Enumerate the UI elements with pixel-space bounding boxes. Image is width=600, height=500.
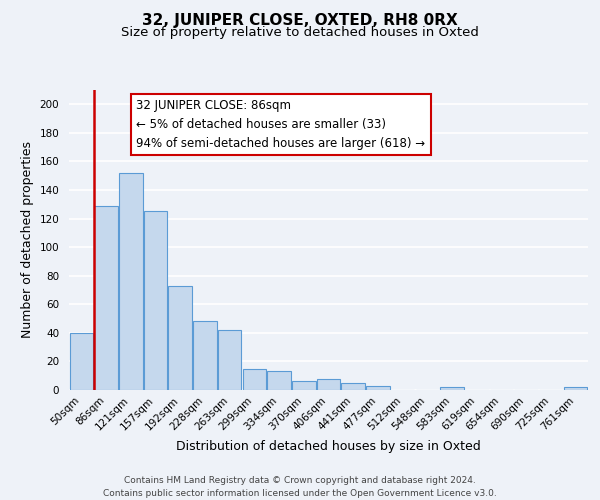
- Bar: [341, 383, 365, 390]
- Text: 32 JUNIPER CLOSE: 86sqm
← 5% of detached houses are smaller (33)
94% of semi-det: 32 JUNIPER CLOSE: 86sqm ← 5% of detached…: [136, 99, 425, 150]
- Text: Contains HM Land Registry data © Crown copyright and database right 2024.
Contai: Contains HM Land Registry data © Crown c…: [103, 476, 497, 498]
- Bar: [119, 173, 143, 390]
- Bar: [94, 206, 118, 390]
- Bar: [70, 333, 93, 390]
- Text: Size of property relative to detached houses in Oxted: Size of property relative to detached ho…: [121, 26, 479, 39]
- X-axis label: Distribution of detached houses by size in Oxted: Distribution of detached houses by size …: [176, 440, 481, 453]
- Bar: [144, 212, 167, 390]
- Bar: [366, 386, 389, 390]
- Bar: [440, 387, 464, 390]
- Bar: [193, 322, 217, 390]
- Bar: [218, 330, 241, 390]
- Bar: [268, 372, 291, 390]
- Bar: [564, 387, 587, 390]
- Bar: [169, 286, 192, 390]
- Bar: [242, 368, 266, 390]
- Text: 32, JUNIPER CLOSE, OXTED, RH8 0RX: 32, JUNIPER CLOSE, OXTED, RH8 0RX: [142, 12, 458, 28]
- Bar: [292, 382, 316, 390]
- Bar: [317, 378, 340, 390]
- Y-axis label: Number of detached properties: Number of detached properties: [21, 142, 34, 338]
